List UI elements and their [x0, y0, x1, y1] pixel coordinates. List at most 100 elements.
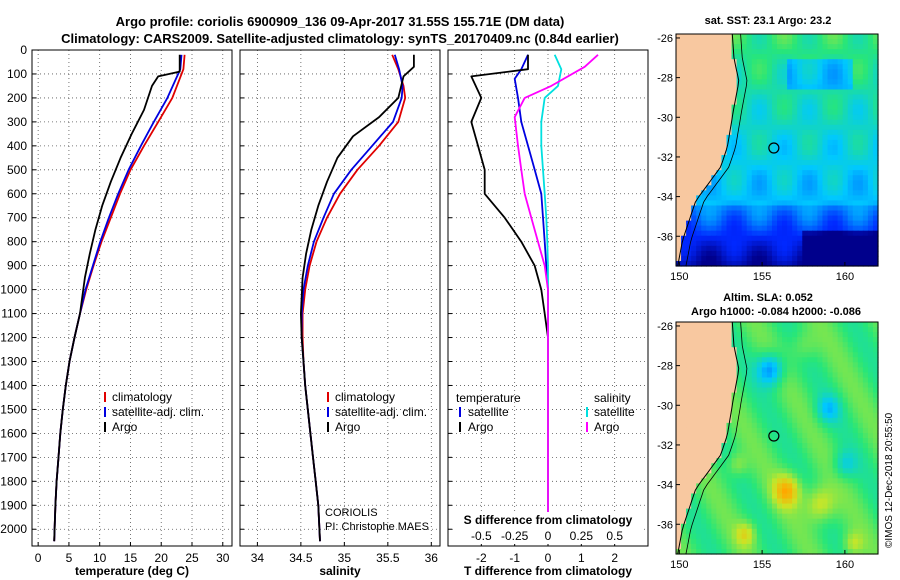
map-cell: [736, 104, 743, 111]
map-cell: [706, 337, 712, 343]
map-cell: [686, 397, 692, 404]
map-cell: [771, 129, 778, 136]
map-cell: [787, 104, 793, 111]
map-cell: [802, 357, 808, 363]
map-cell: [696, 357, 702, 363]
map-cell: [857, 175, 864, 181]
map-cell: [681, 170, 687, 176]
map-cell: [746, 488, 753, 495]
map-cell: [857, 473, 864, 479]
map-cell: [842, 533, 849, 540]
map-cell: [847, 463, 854, 469]
map-cell: [676, 412, 682, 419]
map-cell: [787, 332, 793, 338]
map-cell: [721, 89, 728, 96]
map-cell: [676, 185, 682, 191]
map-cell: [746, 397, 753, 404]
map-cell: [736, 150, 743, 156]
map-cell: [711, 144, 717, 151]
map-cell: [736, 488, 743, 495]
map-cell: [857, 69, 864, 75]
map-cell: [771, 245, 778, 252]
map-cell: [701, 427, 707, 434]
map-cell: [746, 74, 753, 80]
map-cell: [862, 463, 869, 469]
map-cell: [827, 362, 834, 368]
map-cell: [797, 372, 803, 379]
map-cell: [782, 220, 788, 227]
map-cell: [797, 432, 803, 439]
map-cell: [822, 438, 829, 444]
map-cell: [797, 109, 803, 116]
map-cell: [751, 104, 758, 111]
map-cell: [676, 448, 682, 454]
map-cell: [817, 210, 824, 217]
map-cell: [777, 175, 783, 181]
map-cell: [782, 210, 788, 217]
s-tick-label: 0: [545, 529, 552, 543]
map-cell: [822, 508, 829, 515]
map-cell: [827, 225, 834, 232]
map-cell: [761, 503, 768, 510]
map-cell: [827, 150, 834, 156]
map-cell: [736, 170, 743, 176]
map-cell: [756, 503, 763, 510]
map-cell: [787, 352, 793, 358]
map-cell: [741, 387, 748, 394]
map-cell: [777, 372, 783, 379]
map-cell: [837, 205, 844, 212]
map-cell: [782, 417, 788, 424]
map-cell: [832, 478, 839, 484]
map-cell: [787, 230, 793, 237]
map-cell: [716, 417, 723, 424]
map-cell: [721, 493, 728, 500]
map-cell: [771, 458, 778, 464]
map-cell: [872, 548, 879, 555]
map-cell: [832, 114, 839, 121]
map-cell: [787, 99, 793, 106]
map-cell: [802, 200, 808, 207]
map-cell: [862, 443, 869, 449]
map-cell: [857, 432, 864, 439]
map-cell: [822, 332, 829, 338]
map-cell: [691, 427, 697, 434]
map-cell: [792, 225, 798, 232]
depth-tick-label: 100: [7, 67, 27, 81]
map-cell: [857, 412, 864, 419]
map-cell: [726, 119, 733, 126]
map-cell: [706, 372, 712, 379]
map-cell: [827, 220, 834, 227]
map-cell: [706, 245, 712, 252]
map-cell: [766, 432, 773, 439]
map-cell: [696, 412, 702, 419]
map-cell: [847, 352, 854, 358]
map-cell: [771, 89, 778, 96]
map-cell: [731, 332, 738, 338]
map-cell: [872, 448, 879, 454]
map-cell: [676, 443, 682, 449]
map-cell: [731, 367, 738, 374]
map-cell: [761, 332, 768, 338]
map-cell: [721, 322, 728, 328]
map-cell: [812, 362, 818, 368]
x-tick-label: 2: [611, 551, 618, 565]
map-cell: [777, 488, 783, 495]
map-cell: [852, 468, 859, 474]
map-cell: [746, 463, 753, 469]
map-cell: [756, 453, 763, 459]
map-x-tick-label: 150: [670, 271, 688, 283]
map-cell: [807, 250, 813, 257]
map-cell: [797, 240, 803, 247]
map-cell: [696, 377, 702, 384]
depth-tick-label: 600: [7, 187, 27, 201]
map-cell: [807, 372, 813, 379]
map-cell: [867, 49, 874, 55]
map-cell: [686, 124, 692, 131]
map-cell: [787, 34, 793, 40]
map-cell: [691, 59, 697, 65]
map-cell: [867, 250, 874, 257]
map-cell: [736, 347, 743, 353]
map-cell: [736, 59, 743, 65]
map-cell: [766, 109, 773, 116]
map-cell: [766, 39, 773, 45]
